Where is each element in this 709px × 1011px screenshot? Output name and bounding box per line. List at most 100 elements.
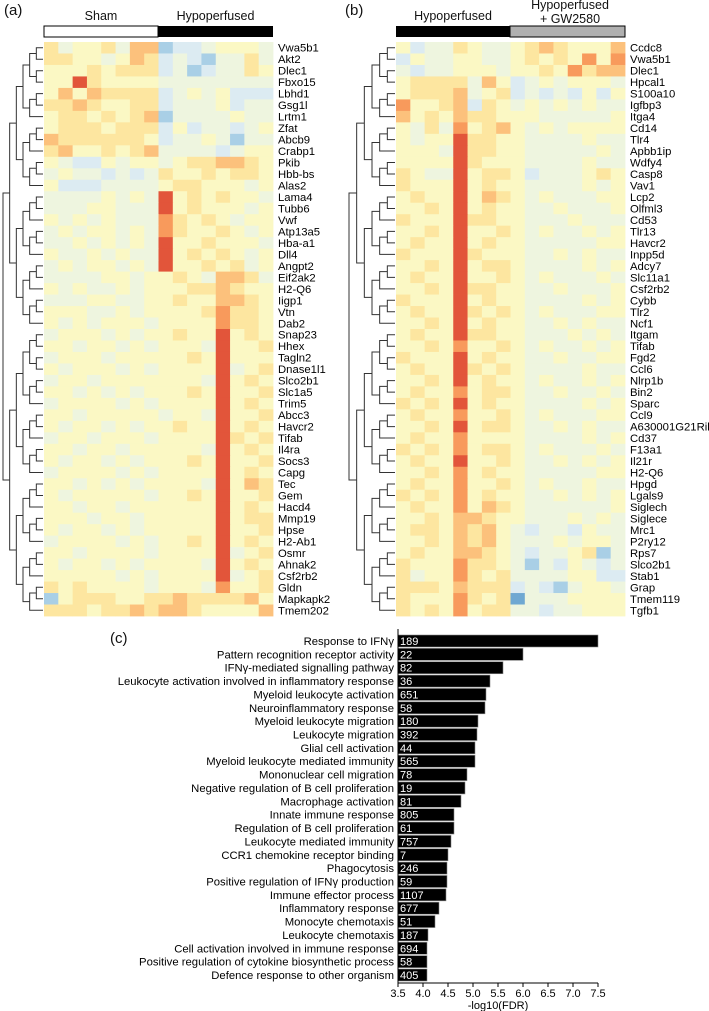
heatmap-cell [553, 179, 569, 192]
heatmap-cell [158, 604, 174, 617]
heatmap-cell [438, 99, 454, 112]
heatmap-cell [129, 420, 145, 433]
heatmap-cell [438, 237, 454, 250]
go-term-label: Neuroinflammatory response [249, 703, 394, 715]
heatmap-cell [467, 306, 483, 318]
heatmap-cell [215, 374, 231, 387]
heatmap-cell [258, 570, 274, 582]
heatmap-cell [567, 512, 583, 525]
go-term-label: Innate immune response [270, 810, 394, 822]
heatmap-cell [510, 547, 526, 559]
heatmap-cell [230, 306, 245, 318]
gene-label: Csf2rb2 [278, 571, 318, 583]
heatmap-cell [539, 570, 554, 582]
heatmap-cell [438, 501, 454, 514]
dendrogram-branch [22, 279, 30, 316]
heatmap-cell [496, 64, 511, 77]
heatmap-cell [230, 386, 245, 399]
heatmap-cell [187, 512, 202, 525]
heatmap-cell [187, 260, 202, 272]
heatmap-cell [144, 168, 159, 181]
heatmap-cell [201, 317, 217, 330]
gene-label: Tlr2 [630, 307, 649, 319]
heatmap-cell [510, 283, 526, 295]
heatmap-cell [567, 260, 583, 272]
dendrogram-branch [22, 566, 30, 603]
heatmap-cell [396, 168, 411, 181]
gene-label: Slco2b1 [630, 559, 671, 571]
heatmap-cell [44, 397, 59, 410]
heatmap-cell [230, 455, 245, 468]
heatmap-cell [58, 214, 74, 227]
heatmap-cell [86, 455, 102, 468]
heatmap-cell [101, 260, 116, 272]
heatmap-cell [72, 168, 88, 181]
heatmap-cell [187, 237, 202, 250]
heatmap-cell [410, 604, 426, 617]
heatmap-cell [553, 524, 569, 537]
heatmap-cell [58, 64, 74, 77]
heatmap-cell [396, 133, 411, 146]
heatmap-cell [567, 87, 583, 100]
heatmap-cell [172, 99, 188, 112]
heatmap-cell [215, 191, 231, 204]
heatmap-cell [72, 306, 88, 318]
heatmap-cell [396, 535, 411, 548]
heatmap-cell [244, 122, 260, 135]
heatmap-cell [596, 351, 612, 364]
heatmap-cell [72, 271, 88, 284]
heatmap-cell [129, 214, 145, 227]
heatmap-cell [172, 455, 188, 468]
heatmap-cell [496, 202, 511, 215]
heatmap-cell [44, 225, 59, 238]
heatmap-cell [438, 397, 454, 410]
heatmap-cell [467, 294, 483, 307]
group-label-hypoperfused-b: Hypoperfused [414, 9, 492, 23]
heatmap-cell [101, 386, 116, 399]
heatmap-cell [567, 191, 583, 204]
heatmap-cell [215, 386, 231, 399]
heatmap-cell [244, 340, 260, 353]
gene-label: Lama4 [278, 192, 313, 204]
heatmap-cell [567, 340, 583, 353]
heatmap-cell [58, 386, 74, 399]
heatmap-cell [610, 271, 626, 284]
heatmap-cell [129, 432, 145, 445]
heatmap-cell [453, 156, 468, 169]
heatmap-cell [72, 547, 88, 559]
heatmap-cell [129, 122, 145, 135]
heatmap-cell [481, 570, 497, 582]
heatmap-cell [86, 420, 102, 433]
heatmap-cell [410, 145, 426, 158]
heatmap-cell [201, 604, 217, 617]
heatmap-cell [424, 512, 440, 525]
heatmap-cell [410, 524, 426, 537]
heatmap-cell [510, 99, 526, 112]
heatmap-cell [187, 604, 202, 617]
heatmap-cell [258, 351, 274, 364]
bar-gene-count: 58 [400, 957, 412, 969]
heatmap-cell [115, 64, 131, 77]
heatmap-cell [72, 397, 88, 410]
heatmap-cell [158, 512, 174, 525]
heatmap-cell [187, 524, 202, 537]
heatmap-cell [438, 420, 454, 433]
heatmap-cell [453, 466, 468, 479]
heatmap-cell [410, 593, 426, 605]
heatmap-cell [596, 329, 612, 341]
heatmap-cell [424, 225, 440, 238]
heatmap-cell [467, 42, 483, 54]
x-tick-label: 6.5 [540, 988, 555, 1000]
dendrogram-branch [386, 299, 395, 313]
heatmap-cell [144, 409, 159, 422]
gene-label: Dab2 [278, 318, 305, 330]
gene-label: Siglech [630, 502, 667, 514]
dendrogram-branch [35, 380, 43, 393]
gene-label: S100a10 [630, 89, 675, 101]
heatmap-cell [481, 489, 497, 502]
heatmap-cell [438, 512, 454, 525]
heatmap-cell [539, 260, 554, 272]
heatmap-cell [244, 409, 260, 422]
heatmap-cell [438, 53, 454, 66]
